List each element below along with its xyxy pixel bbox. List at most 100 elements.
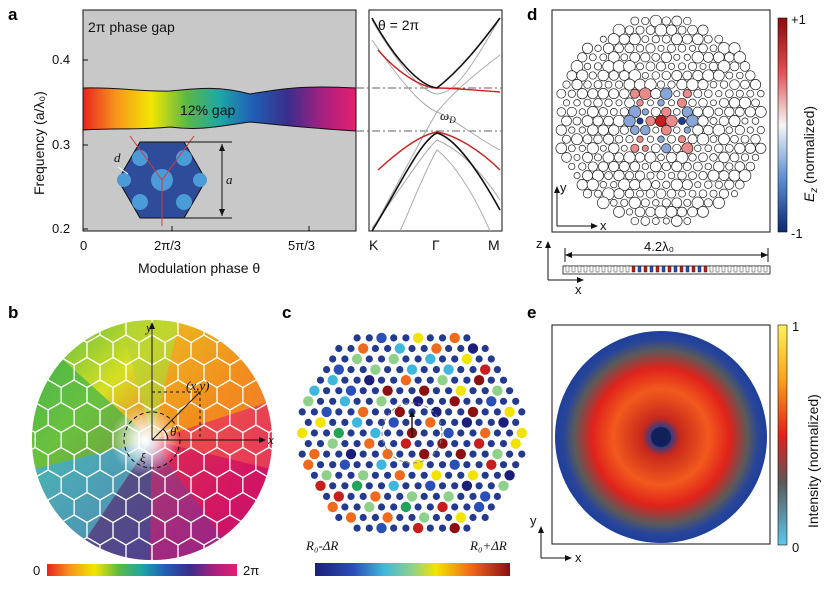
lattice-hole: [702, 106, 715, 118]
slab-hole: [751, 265, 756, 273]
unit-cell-a-label: a: [226, 172, 233, 187]
lattice-dot: [359, 387, 367, 395]
lattice-hole: [620, 198, 629, 207]
lattice-dot: [347, 492, 355, 500]
intensity-cbar-label: Intensity (normalized): [805, 394, 821, 528]
lattice-hole: [661, 198, 671, 208]
width-label: 4.2λ₀: [644, 239, 674, 254]
lattice-hole: [588, 71, 597, 80]
slab-hole: [625, 265, 630, 273]
lattice-hole: [628, 33, 641, 46]
lattice-hole: [719, 80, 729, 89]
ez-cbar-label: Ez (normalized): [801, 106, 820, 202]
lattice-dot: [426, 461, 434, 469]
lattice-dot: [504, 406, 515, 418]
lattice-dot: [358, 406, 369, 418]
lattice-hole: [678, 117, 686, 125]
lattice-dot: [463, 397, 471, 405]
lattice-hole: [618, 161, 630, 172]
lattice-dot: [480, 364, 491, 375]
lattice-hole: [697, 79, 709, 91]
lattice-dot: [432, 387, 440, 395]
lattice-dot: [310, 471, 318, 479]
lattice-hole: [667, 80, 676, 89]
hex-cell: [32, 356, 49, 389]
lattice-dot: [475, 355, 483, 363]
lattice-dot: [445, 344, 453, 353]
hex-cell: [32, 424, 36, 456]
lattice-dot: [431, 470, 442, 481]
lattice-hole: [718, 133, 730, 146]
lattice-dot: [432, 513, 440, 522]
lattice-hole: [599, 53, 608, 62]
lattice-hole: [641, 144, 649, 152]
slab-hole: [703, 265, 708, 273]
lattice-dot: [492, 385, 503, 396]
lattice-dot: [384, 366, 392, 374]
slab-hole: [613, 265, 618, 273]
lattice-dot: [316, 461, 325, 469]
lattice-dot: [335, 471, 343, 479]
lattice-dot: [438, 355, 447, 363]
dirac-label: ωD: [440, 108, 456, 125]
lattice-dot: [304, 418, 312, 426]
lattice-hole: [687, 24, 698, 36]
lattice-dot: [475, 482, 483, 490]
lattice-dot: [390, 461, 398, 469]
band-x-tick: K: [369, 237, 379, 253]
lattice-dot: [420, 408, 428, 416]
lattice-dot: [382, 385, 393, 396]
slab-hole: [721, 265, 726, 273]
lattice-dot: [323, 429, 331, 437]
lattice-hole: [625, 135, 634, 144]
lattice-hole: [709, 135, 718, 144]
y-tick: 0.3: [52, 137, 70, 152]
lattice-hole: [556, 88, 567, 99]
lattice-hole: [676, 206, 688, 218]
lattice-hole: [586, 106, 599, 118]
lattice-hole: [657, 153, 665, 162]
lattice-dot: [480, 427, 491, 439]
lattice-dot: [445, 450, 453, 458]
hex-cell: [255, 491, 272, 524]
lattice-dot: [463, 376, 471, 384]
lattice-hole: [636, 189, 644, 198]
lattice-hole: [681, 179, 693, 191]
lattice-hole: [639, 178, 652, 191]
lattice-hole: [694, 144, 702, 152]
lattice-hole: [696, 133, 710, 146]
lattice-hole: [645, 188, 656, 199]
lattice-dot: [426, 376, 434, 384]
lattice-dot: [353, 397, 361, 405]
lattice-dot: [333, 364, 344, 375]
lattice-dot: [443, 364, 454, 375]
lattice-hole: [670, 178, 683, 191]
lattice-dot: [351, 353, 363, 365]
lattice-dot: [469, 429, 477, 437]
lattice-dot: [463, 461, 471, 469]
lattice-hole: [623, 60, 636, 73]
lattice-dot: [469, 492, 477, 500]
slab-hole: [667, 265, 672, 273]
lattice-hole: [740, 153, 750, 162]
dot-lattice: [297, 332, 527, 534]
slab-hole: [733, 265, 738, 273]
lattice-dot: [347, 408, 355, 416]
lattice-dot: [335, 408, 343, 416]
lattice-hole: [718, 170, 730, 181]
lattice-hole: [662, 180, 671, 189]
lattice-hole: [583, 98, 592, 107]
lattice-dot: [384, 408, 392, 416]
lattice-hole: [692, 124, 704, 136]
lattice-hole: [751, 98, 760, 108]
lattice-dot: [345, 512, 357, 523]
lattice-hole: [567, 144, 576, 153]
lattice-hole: [656, 171, 666, 181]
lattice-dot: [358, 470, 369, 481]
lattice-hole: [730, 190, 739, 198]
lattice-dot: [365, 418, 373, 426]
lattice-dot: [315, 417, 326, 428]
lattice-dot: [449, 396, 460, 407]
panel-label-b: b: [8, 303, 18, 322]
lattice-dot: [323, 387, 331, 395]
